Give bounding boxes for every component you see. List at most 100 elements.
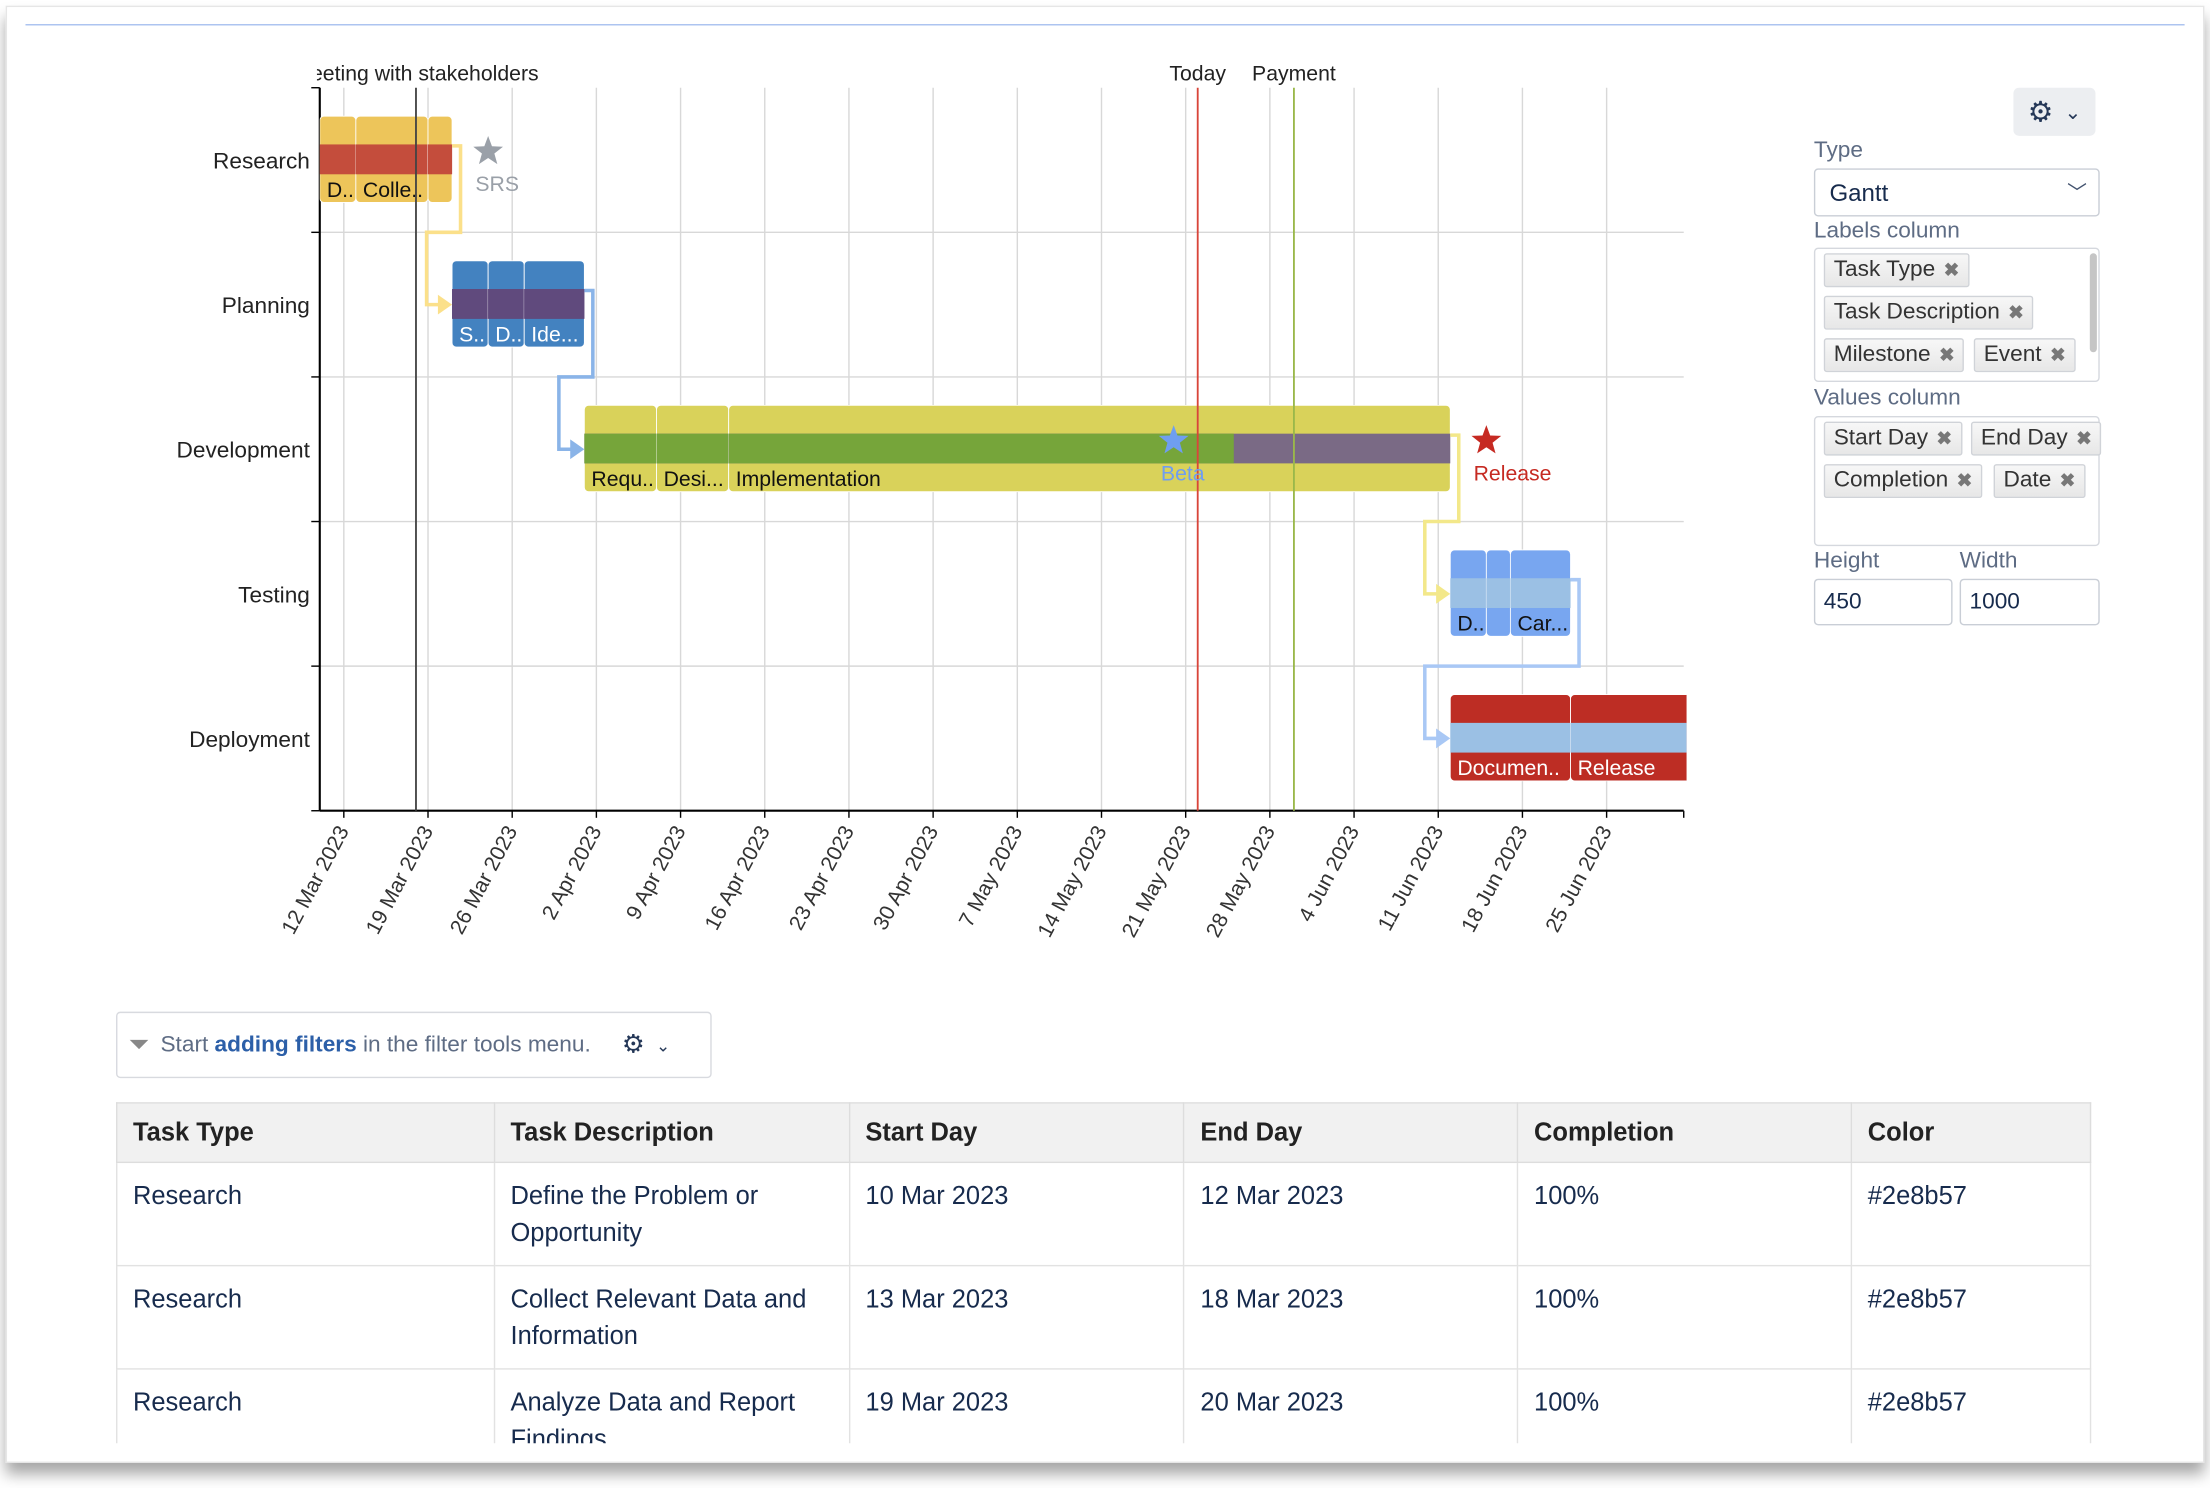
cell: 100% bbox=[1517, 1161, 1853, 1267]
tag-label: Completion bbox=[1833, 468, 1949, 493]
task-progress-band bbox=[319, 144, 356, 175]
task-remaining-band bbox=[1450, 722, 1571, 753]
task-label: Desi... bbox=[664, 468, 724, 491]
cell: 18 Mar 2023 bbox=[1183, 1264, 1519, 1370]
remove-icon[interactable]: ✖ bbox=[1943, 258, 1960, 281]
tag-label: End Day bbox=[1980, 425, 2068, 450]
remove-icon[interactable]: ✖ bbox=[2059, 469, 2076, 491]
milestone-star-icon bbox=[473, 135, 503, 165]
task-bar: S.. bbox=[451, 260, 489, 348]
header-end-day[interactable]: End Day bbox=[1183, 1102, 1519, 1164]
window-frame bbox=[5, 5, 2205, 1464]
event-label: Meeting with stakeholders bbox=[293, 63, 538, 86]
cell: #2e8b57 bbox=[1850, 1161, 2092, 1267]
task-bar: D.. bbox=[487, 260, 525, 348]
adding-filters-link[interactable]: adding filters bbox=[214, 1032, 357, 1057]
task-bar bbox=[427, 115, 453, 203]
header-start-day[interactable]: Start Day bbox=[848, 1102, 1185, 1164]
cell: 13 Mar 2023 bbox=[848, 1264, 1185, 1370]
y-label-testing: Testing bbox=[238, 582, 310, 607]
height-label: Height bbox=[1813, 548, 1880, 574]
header-task-description[interactable]: Task Description bbox=[493, 1102, 850, 1164]
connector-line bbox=[557, 288, 595, 451]
connector-line bbox=[424, 144, 463, 307]
event-label: Today bbox=[1169, 63, 1226, 86]
height-input[interactable]: 450 bbox=[1813, 578, 1953, 626]
y-label-deployment: Deployment bbox=[189, 727, 310, 752]
filter-text: Start bbox=[160, 1032, 215, 1057]
cell: #2e8b57 bbox=[1850, 1264, 2092, 1370]
chart-settings-button[interactable]: ⚙ ⌄ bbox=[2013, 87, 2096, 136]
task-remaining-band bbox=[1510, 578, 1571, 608]
filter-hint: Start adding filters in the filter tools… bbox=[160, 1032, 590, 1057]
cell: 100% bbox=[1517, 1368, 1853, 1444]
cell: 20 Mar 2023 bbox=[1183, 1368, 1519, 1444]
task-label: Car... bbox=[1517, 613, 1568, 636]
connector-arrow-icon bbox=[437, 294, 453, 315]
type-select[interactable]: Gantt ﹀ bbox=[1813, 168, 2100, 217]
cell: Define the Problem or Opportunity bbox=[493, 1161, 850, 1267]
task-label: D.. bbox=[1457, 613, 1484, 636]
labels-column-input[interactable]: Task Type ✖ Task Description ✖ Milestone ✖ … bbox=[1813, 247, 2100, 383]
filter-bar: ⏷ Start adding filters in the filter too… bbox=[116, 1011, 712, 1079]
header-task-type[interactable]: Task Type bbox=[116, 1102, 495, 1164]
width-input[interactable]: 1000 bbox=[1959, 578, 2100, 626]
tag-label: Date bbox=[2003, 468, 2052, 493]
tag-label: Milestone bbox=[1833, 342, 1931, 367]
remove-icon[interactable]: ✖ bbox=[2050, 343, 2066, 366]
milestone-label: SRS bbox=[475, 173, 519, 196]
cell: #2e8b57 bbox=[1850, 1368, 2092, 1444]
tag-task-description: Task Description ✖ bbox=[1823, 295, 2034, 330]
task-label: D.. bbox=[495, 323, 522, 346]
remove-icon[interactable]: ✖ bbox=[1956, 469, 1973, 491]
gear-icon[interactable]: ⚙ bbox=[621, 1030, 645, 1059]
task-remaining-band bbox=[1486, 578, 1511, 608]
task-label: Requ.. bbox=[591, 468, 654, 491]
tag-label: Event bbox=[1983, 342, 2042, 367]
data-table: Task Type Task Description Start Day End… bbox=[116, 1102, 2092, 1444]
tag-label: Task Description bbox=[1833, 299, 2000, 325]
scrollbar[interactable] bbox=[2089, 253, 2097, 353]
y-label-research: Research bbox=[213, 149, 310, 174]
y-label-planning: Planning bbox=[222, 293, 310, 318]
task-label: S.. bbox=[459, 323, 485, 346]
task-label: D.. bbox=[327, 179, 354, 202]
tag-label: Task Type bbox=[1833, 257, 1936, 282]
task-bar: Ide... bbox=[523, 260, 585, 348]
task-bar: Documen.. bbox=[1449, 694, 1571, 782]
labels-column-label: Labels column bbox=[1813, 219, 1960, 244]
task-progress-band bbox=[488, 289, 525, 319]
filter-text: in the filter tools menu. bbox=[356, 1032, 591, 1057]
milestone-label: Beta bbox=[1161, 462, 1205, 485]
task-progress-band bbox=[452, 289, 489, 319]
task-bar: Desi... bbox=[656, 404, 730, 493]
cell: 10 Mar 2023 bbox=[848, 1161, 1185, 1267]
values-column-input[interactable]: Start Day ✖ End Day ✖ Completion ✖ Date ✖ bbox=[1813, 415, 2102, 547]
task-bar: Colle.. bbox=[355, 115, 429, 203]
width-label: Width bbox=[1959, 548, 2018, 574]
header-completion[interactable]: Completion bbox=[1517, 1102, 1853, 1164]
type-label: Type bbox=[1813, 138, 1863, 163]
table-row: Research Analyze Data and Report Findings… bbox=[116, 1368, 2092, 1444]
tag-milestone: Milestone ✖ bbox=[1823, 338, 1965, 373]
task-label: Release bbox=[1578, 757, 1656, 780]
task-label: Ide... bbox=[531, 323, 578, 346]
cell: Analyze Data and Report Findings bbox=[493, 1368, 850, 1444]
tag-task-type: Task Type ✖ bbox=[1823, 253, 1970, 288]
task-bar: Implementation bbox=[728, 404, 1451, 493]
task-label: Colle.. bbox=[363, 179, 423, 202]
filter-icon: ⏷ bbox=[128, 1030, 150, 1059]
task-remaining-band bbox=[1450, 578, 1487, 608]
header-color[interactable]: Color bbox=[1850, 1102, 2092, 1164]
connector-line bbox=[1423, 577, 1581, 741]
chevron-down-icon[interactable]: ⌄ bbox=[656, 1034, 671, 1055]
task-progress-band bbox=[428, 144, 453, 175]
remove-icon[interactable]: ✖ bbox=[2008, 301, 2024, 323]
cell: 19 Mar 2023 bbox=[848, 1368, 1185, 1444]
remove-icon[interactable]: ✖ bbox=[2076, 427, 2092, 449]
task-progress-band bbox=[524, 289, 585, 319]
remove-icon[interactable]: ✖ bbox=[1939, 343, 1955, 366]
remove-icon[interactable]: ✖ bbox=[1936, 427, 1952, 449]
task-bar: Release bbox=[1570, 694, 1687, 782]
